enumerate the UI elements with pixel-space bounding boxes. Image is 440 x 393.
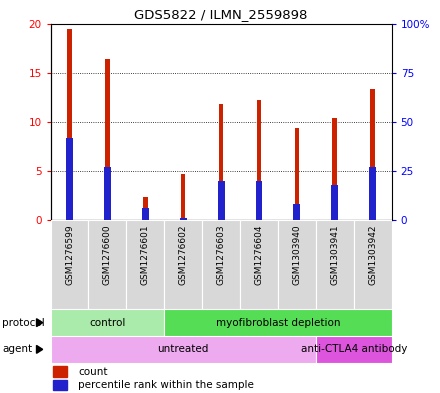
FancyBboxPatch shape: [126, 220, 164, 309]
Bar: [256, 181, 262, 220]
FancyBboxPatch shape: [354, 220, 392, 309]
Bar: [257, 100, 261, 220]
FancyBboxPatch shape: [51, 220, 88, 309]
Text: GSM1276601: GSM1276601: [141, 224, 150, 285]
Bar: [143, 197, 147, 220]
FancyBboxPatch shape: [316, 336, 392, 363]
Text: GSM1303941: GSM1303941: [330, 224, 339, 285]
Text: anti-CTLA4 antibody: anti-CTLA4 antibody: [301, 344, 407, 354]
FancyBboxPatch shape: [164, 220, 202, 309]
Text: GSM1276599: GSM1276599: [65, 224, 74, 285]
Bar: [333, 118, 337, 220]
Bar: [370, 90, 375, 220]
Bar: [104, 167, 111, 220]
Bar: [331, 185, 338, 220]
Text: GSM1303940: GSM1303940: [292, 224, 301, 285]
FancyBboxPatch shape: [278, 220, 316, 309]
FancyBboxPatch shape: [51, 309, 164, 336]
Bar: [180, 218, 187, 220]
Bar: [293, 204, 300, 220]
Text: control: control: [89, 318, 126, 328]
Text: GSM1303942: GSM1303942: [368, 224, 377, 285]
Text: count: count: [78, 367, 107, 377]
Bar: [369, 167, 376, 220]
FancyBboxPatch shape: [164, 309, 392, 336]
Bar: [142, 208, 149, 220]
Text: GSM1276603: GSM1276603: [216, 224, 226, 285]
Text: GSM1276600: GSM1276600: [103, 224, 112, 285]
Text: agent: agent: [2, 344, 32, 354]
Text: percentile rank within the sample: percentile rank within the sample: [78, 380, 254, 390]
Text: untreated: untreated: [158, 344, 209, 354]
FancyBboxPatch shape: [240, 220, 278, 309]
Title: GDS5822 / ILMN_2559898: GDS5822 / ILMN_2559898: [134, 8, 308, 21]
Bar: [181, 174, 186, 220]
Text: myofibroblast depletion: myofibroblast depletion: [216, 318, 340, 328]
Text: protocol: protocol: [2, 318, 45, 328]
FancyBboxPatch shape: [88, 220, 126, 309]
Bar: [67, 29, 72, 220]
FancyBboxPatch shape: [316, 220, 354, 309]
FancyBboxPatch shape: [202, 220, 240, 309]
Bar: [53, 380, 67, 390]
Bar: [219, 104, 224, 220]
Bar: [295, 128, 299, 220]
Text: GSM1276604: GSM1276604: [254, 224, 264, 285]
Text: GSM1276602: GSM1276602: [179, 224, 188, 285]
Bar: [66, 138, 73, 220]
FancyBboxPatch shape: [51, 336, 316, 363]
Bar: [218, 181, 224, 220]
Bar: [105, 59, 110, 220]
Bar: [53, 366, 67, 377]
